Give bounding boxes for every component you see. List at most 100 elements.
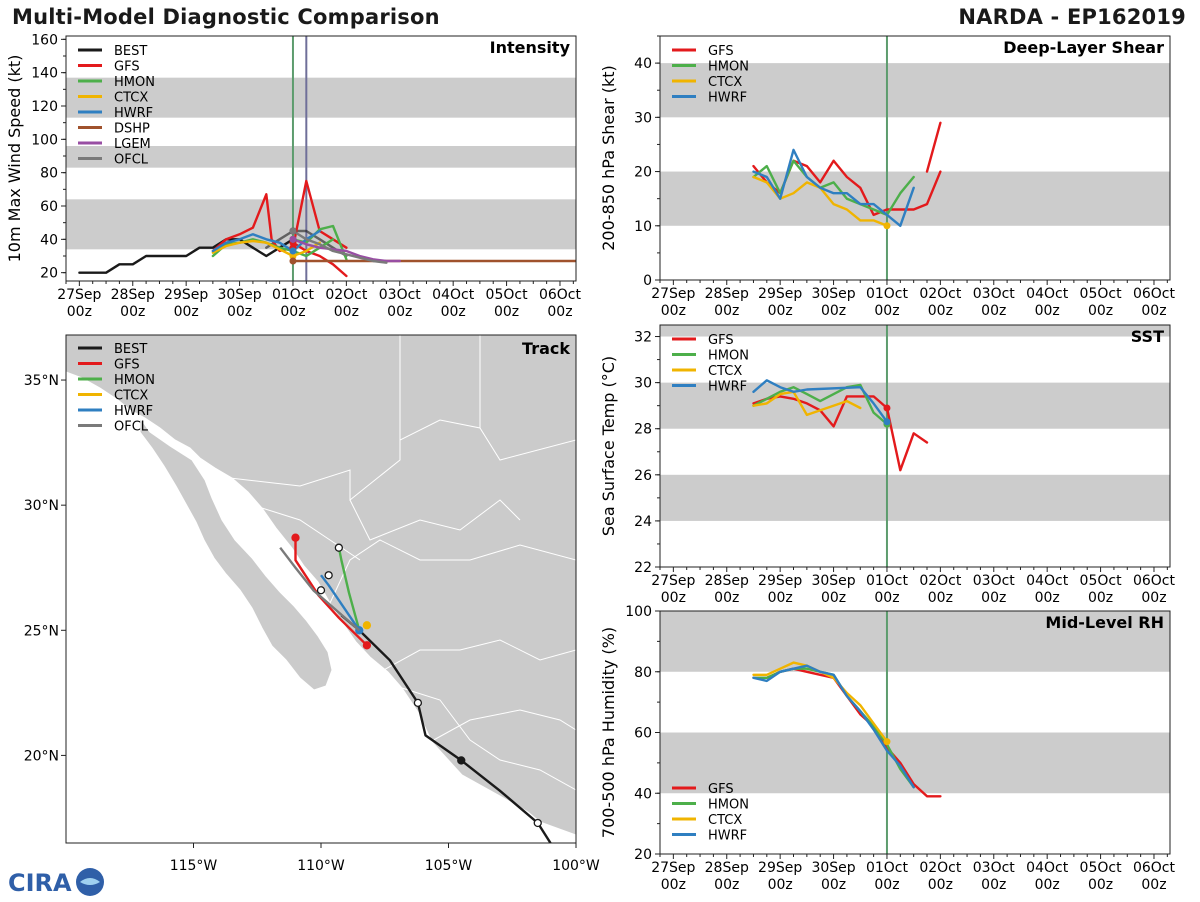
land-baja-peninsula xyxy=(139,416,333,691)
cira-logo: CIRA xyxy=(4,866,108,898)
track-legend-label: HMON xyxy=(114,373,155,388)
sst-xtick-sublabel: 00z xyxy=(928,590,953,606)
sst-band xyxy=(660,474,1170,521)
shear-xtick-sublabel: 00z xyxy=(768,303,793,319)
intensity-xtick-label: 30Sep xyxy=(217,287,261,303)
intensity-band xyxy=(66,146,576,168)
shear-legend-label: HMON xyxy=(708,60,749,75)
intensity-series-gfs xyxy=(291,241,348,278)
sst-xtick-label: 29Sep xyxy=(758,573,802,589)
track-map-group xyxy=(66,335,576,843)
shear-panel: 01020304027Sep00z28Sep00z29Sep00z30Sep00… xyxy=(599,35,1176,319)
rh-series-group xyxy=(752,661,942,798)
rh-legend-label: GFS xyxy=(708,782,734,797)
rh-analysis-point-ctcx xyxy=(883,738,891,746)
sst-xtick-sublabel: 00z xyxy=(661,590,686,606)
intensity-xtick-sublabel: 00z xyxy=(67,304,92,320)
intensity-xtick-sublabel: 00z xyxy=(547,304,572,320)
shear-ytick-label: 40 xyxy=(634,56,652,72)
intensity-analysis-point-ofcl xyxy=(289,227,297,235)
sst-panel: 22242628303227Sep00z28Sep00z29Sep00z30Se… xyxy=(599,324,1175,606)
shear-xtick-label: 03Oct xyxy=(973,286,1016,302)
rh-ylabel: 700-500 hPa Humidity (%) xyxy=(599,627,618,838)
sst-xtick-sublabel: 00z xyxy=(981,590,1006,606)
rh-xtick-sublabel: 00z xyxy=(821,877,846,893)
rh-ytick-label: 20 xyxy=(634,847,652,863)
logo-swirl-icon xyxy=(80,878,100,885)
intensity-legend-label: LGEM xyxy=(114,137,151,152)
intensity-series-group xyxy=(78,179,576,278)
track-marker-ctcx xyxy=(362,621,372,630)
sst-xtick-sublabel: 00z xyxy=(714,590,739,606)
intensity-xtick-sublabel: 00z xyxy=(280,304,305,320)
shear-xtick-label: 28Sep xyxy=(705,286,749,302)
track-marker-best xyxy=(413,698,423,708)
sst-analysis-point-gfs xyxy=(883,404,891,412)
intensity-series-ofcl xyxy=(291,229,388,264)
track-hmon xyxy=(337,547,361,631)
shear-ytick-label: 20 xyxy=(634,165,652,181)
intensity-ytick-label: 60 xyxy=(40,199,58,215)
rh-xtick-sublabel: 00z xyxy=(981,877,1006,893)
logo-text: CIRA xyxy=(8,869,72,897)
rh-xtick-sublabel: 00z xyxy=(714,877,739,893)
sst-xtick-label: 30Sep xyxy=(811,573,855,589)
sst-xtick-sublabel: 00z xyxy=(874,590,899,606)
track-gfs xyxy=(294,537,368,647)
intensity-ytick-label: 160 xyxy=(31,32,58,48)
state-border xyxy=(379,639,576,673)
sst-xtick-label: 05Oct xyxy=(1080,573,1123,589)
shear-xtick-sublabel: 00z xyxy=(821,303,846,319)
storm-identifier: NARDA - EP162019 xyxy=(958,5,1186,29)
track-hwrf xyxy=(320,574,361,631)
track-map-panel: 115°W 110°W 105°W 100°W 20°N 25°N 30°N 35°N Trac… xyxy=(24,334,600,874)
track-lat-label: 30°N xyxy=(24,498,59,514)
sst-series-group xyxy=(752,379,929,472)
shear-xtick-label: 01Oct xyxy=(866,286,909,302)
sst-legend-label: GFS xyxy=(708,333,734,348)
intensity-xtick-label: 05Oct xyxy=(486,287,529,303)
state-border xyxy=(401,687,576,791)
track-marker-best xyxy=(533,818,542,828)
state-border xyxy=(261,507,361,561)
sst-xtick-label: 02Oct xyxy=(919,573,962,589)
shear-xtick-sublabel: 00z xyxy=(981,303,1006,319)
rh-xtick-label: 06Oct xyxy=(1133,860,1176,876)
rh-legend-label: CTCX xyxy=(708,813,742,828)
rh-xtick-sublabel: 00z xyxy=(661,877,686,893)
shear-analysis-point-ctcx xyxy=(883,222,891,230)
rh-xtick-sublabel: 00z xyxy=(1141,877,1166,893)
intensity-legend-label: HWRF xyxy=(114,106,153,121)
intensity-title: Intensity xyxy=(490,38,571,57)
intensity-ytick-label: 40 xyxy=(40,232,58,248)
intensity-xtick-label: 06Oct xyxy=(539,287,582,303)
intensity-xtick-label: 02Oct xyxy=(325,287,368,303)
sst-series-gfs xyxy=(885,406,929,472)
shear-xtick-sublabel: 00z xyxy=(1088,303,1113,319)
sst-frame xyxy=(659,324,1171,568)
intensity-legend-label: GFS xyxy=(114,60,140,75)
track-lon-label: 115°W xyxy=(170,858,218,874)
rh-ytick-label: 40 xyxy=(634,786,652,802)
intensity-xtick-label: 27Sep xyxy=(57,287,101,303)
sst-xtick-label: 01Oct xyxy=(866,573,909,589)
rh-xtick-sublabel: 00z xyxy=(928,877,953,893)
shear-xtick-label: 06Oct xyxy=(1133,286,1176,302)
shear-legend-label: HWRF xyxy=(708,91,747,106)
shear-band xyxy=(660,171,1170,226)
shear-ytick-label: 10 xyxy=(634,219,652,235)
rh-ytick-label: 80 xyxy=(634,665,652,681)
track-marker-gfs xyxy=(362,641,372,650)
track-marker-gfs xyxy=(291,533,300,542)
intensity-analysis-point-hwrf xyxy=(289,247,297,255)
shear-xtick-sublabel: 00z xyxy=(1141,303,1166,319)
track-legend-label: CTCX xyxy=(114,389,148,404)
intensity-ytick-label: 120 xyxy=(31,99,58,115)
rh-xtick-label: 27Sep xyxy=(651,860,695,876)
sst-legend-label: HWRF xyxy=(708,380,747,395)
sst-xtick-label: 03Oct xyxy=(973,573,1016,589)
rh-band xyxy=(660,611,1170,672)
shear-series-hwrf xyxy=(752,148,915,228)
shear-xtick-sublabel: 00z xyxy=(1035,303,1060,319)
